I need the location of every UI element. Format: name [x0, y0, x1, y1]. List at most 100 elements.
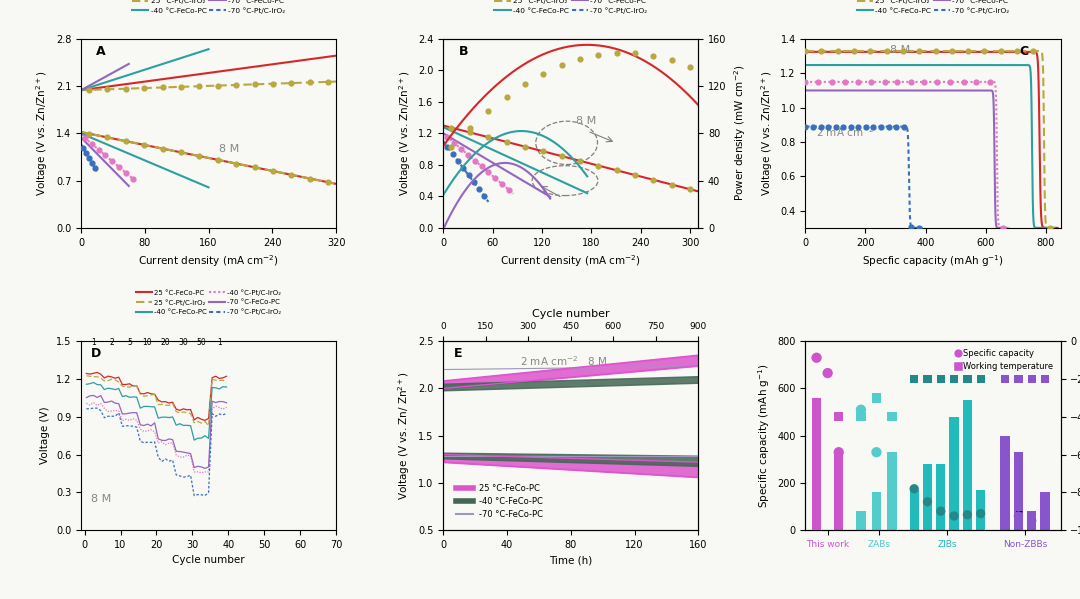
Point — [919, 497, 936, 507]
Point — [932, 374, 949, 384]
Point — [77, 134, 94, 143]
Point — [902, 77, 919, 87]
X-axis label: Current density (mA cm$^{-2}$): Current density (mA cm$^{-2}$) — [500, 253, 642, 269]
Text: 8 M: 8 M — [890, 44, 909, 55]
Point — [849, 77, 866, 87]
Point — [320, 177, 337, 187]
Point — [283, 78, 300, 88]
Point — [535, 147, 552, 156]
Point — [910, 46, 928, 56]
Point — [78, 149, 95, 158]
Point — [80, 129, 97, 138]
Point — [862, 46, 879, 56]
Point — [608, 165, 625, 175]
Point — [535, 69, 552, 78]
Point — [883, 491, 901, 501]
Point — [265, 79, 282, 89]
Point — [863, 77, 880, 87]
Point — [805, 122, 822, 131]
Point — [154, 83, 172, 92]
Point — [645, 175, 662, 184]
Point — [461, 128, 478, 137]
Point — [827, 122, 845, 131]
Point — [1010, 374, 1027, 384]
Point — [1025, 46, 1042, 56]
Text: A: A — [96, 44, 106, 58]
Point — [852, 412, 869, 422]
Point — [571, 55, 589, 64]
Text: 8 M: 8 M — [91, 494, 111, 504]
Point — [910, 223, 928, 232]
Point — [916, 77, 933, 87]
Point — [888, 122, 905, 131]
Point — [819, 368, 836, 378]
Bar — [949, 417, 959, 530]
Legend: 25 °C-FeCo-PC, 25 °C-Pt/C-IrO₂, -40 °C-FeCo-PC, -40 °C-Pt/C-IrO₂, -70 °C-FeCo-PC: 25 °C-FeCo-PC, 25 °C-Pt/C-IrO₂, -40 °C-F… — [491, 0, 650, 17]
X-axis label: Cycle number: Cycle number — [532, 309, 609, 319]
Point — [455, 164, 472, 173]
Bar — [909, 490, 919, 530]
X-axis label: Specfic capacity (mAh g$^{-1}$): Specfic capacity (mAh g$^{-1}$) — [862, 253, 1004, 269]
Text: D: D — [91, 347, 102, 360]
Point — [681, 184, 699, 194]
Point — [80, 85, 97, 95]
X-axis label: Current density (mA cm$^{-2}$): Current density (mA cm$^{-2}$) — [138, 253, 279, 269]
Point — [443, 142, 460, 152]
Point — [797, 122, 814, 131]
Point — [459, 150, 476, 159]
Point — [480, 168, 497, 177]
Point — [850, 122, 867, 131]
Point — [210, 81, 227, 90]
Point — [846, 46, 863, 56]
Text: 8 M: 8 M — [219, 144, 239, 155]
Point — [889, 77, 906, 87]
Point — [228, 159, 245, 168]
Bar — [1000, 435, 1010, 530]
Legend: 25 °C-FeCo-PC, 25 °C-Pt/C-IrO₂, -40 °C-FeCo-PC, -40 °C-Pt/C-IrO₂, -70 °C-FeCo-PC: 25 °C-FeCo-PC, 25 °C-Pt/C-IrO₂, -40 °C-F… — [134, 286, 284, 318]
Point — [981, 77, 998, 87]
Point — [868, 393, 886, 403]
Text: F: F — [1014, 510, 1023, 522]
Point — [905, 484, 922, 494]
Text: 1: 1 — [217, 338, 221, 347]
Point — [246, 80, 264, 89]
Point — [438, 132, 456, 142]
Bar — [1027, 511, 1037, 530]
Point — [942, 77, 959, 87]
Point — [498, 92, 515, 101]
Bar — [812, 398, 821, 530]
Text: 8 M: 8 M — [576, 116, 596, 126]
Point — [873, 122, 890, 131]
Point — [228, 80, 245, 90]
Point — [975, 46, 993, 56]
Point — [880, 122, 897, 131]
Point — [480, 107, 497, 116]
Point — [1041, 223, 1058, 232]
Point — [919, 374, 936, 384]
Point — [498, 137, 515, 147]
Point — [81, 153, 98, 163]
Point — [246, 162, 264, 172]
Point — [905, 374, 922, 384]
Point — [446, 138, 463, 147]
Point — [516, 79, 534, 89]
Point — [823, 77, 840, 87]
Text: 2 mA cm$^{-2}$: 2 mA cm$^{-2}$ — [815, 125, 874, 139]
Y-axis label: Voltage (V vs. Zn/Zn$^{2+}$): Voltage (V vs. Zn/Zn$^{2+}$) — [35, 71, 51, 196]
Point — [110, 162, 127, 172]
Point — [465, 177, 483, 187]
Point — [154, 144, 172, 153]
Point — [955, 77, 972, 87]
Point — [1010, 511, 1027, 521]
Point — [191, 81, 208, 91]
Text: C: C — [1020, 44, 1029, 58]
Point — [438, 142, 456, 152]
Point — [968, 77, 985, 87]
Point — [868, 447, 886, 457]
Point — [487, 174, 504, 183]
Point — [929, 77, 946, 87]
Point — [808, 353, 825, 362]
Point — [997, 374, 1014, 384]
Legend: 25 °C-FeCo-PC, 25 °C-Pt/C-IrO₂, -40 °C-FeCo-PC, -40 °C-Pt/C-IrO₂, -70 °C-FeCo-PC: 25 °C-FeCo-PC, 25 °C-Pt/C-IrO₂, -40 °C-F… — [853, 0, 1012, 17]
Point — [173, 82, 190, 92]
